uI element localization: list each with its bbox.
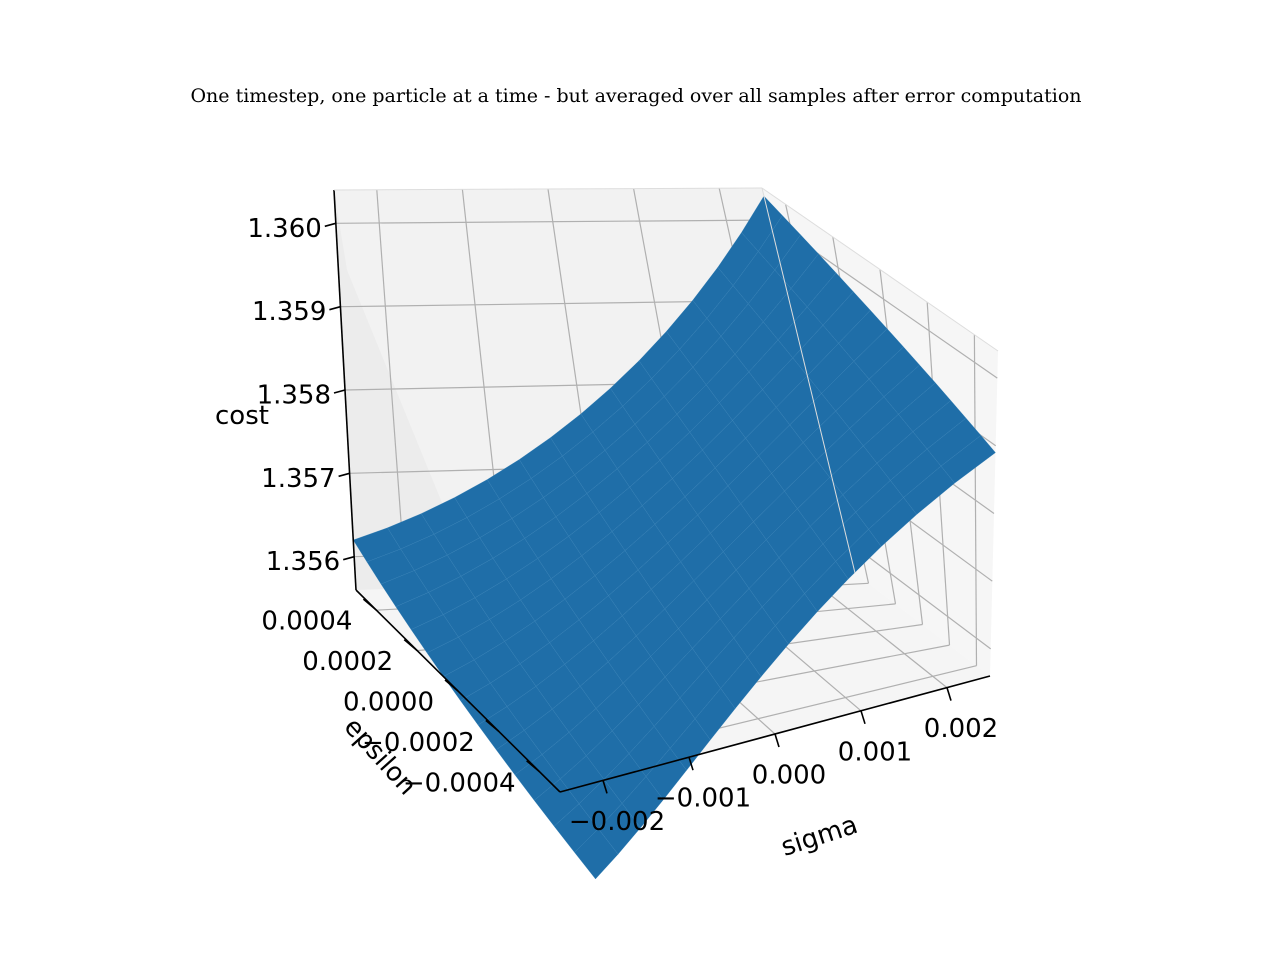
x-tick-2 bbox=[774, 733, 780, 748]
y-tick-0 bbox=[526, 760, 541, 773]
z-tick-label-0: 1.356 bbox=[266, 547, 340, 577]
y-tick-4 bbox=[362, 598, 377, 611]
surface-facet bbox=[940, 435, 996, 484]
y-tick-label-3: 0.0002 bbox=[302, 647, 393, 677]
chart-title: One timestep, one particle at a time - b… bbox=[190, 85, 1081, 107]
y-tick-label-1: −0.0002 bbox=[362, 728, 475, 758]
z-grid-right-0 bbox=[846, 540, 992, 650]
y-tick-3 bbox=[403, 638, 418, 652]
z-grid-back-4 bbox=[335, 219, 770, 224]
z-tick-2 bbox=[333, 389, 346, 394]
x-tick-1 bbox=[688, 756, 694, 771]
z-tick-label-3: 1.359 bbox=[252, 297, 326, 327]
z-tick-label-1: 1.357 bbox=[261, 464, 335, 494]
z-tick-label-2: 1.358 bbox=[257, 381, 331, 411]
x-tick-4 bbox=[946, 687, 952, 701]
z-tick-1 bbox=[338, 472, 350, 478]
right-top-edge bbox=[761, 187, 999, 352]
back-top-edge bbox=[333, 187, 763, 191]
x-tick-label-2: 0.000 bbox=[752, 761, 826, 791]
z-tick-4 bbox=[324, 222, 337, 228]
x-axis-label: sigma bbox=[778, 810, 862, 863]
back-right-edge bbox=[761, 187, 856, 574]
x-tick-label-3: 0.001 bbox=[838, 737, 912, 767]
z-tick-0 bbox=[342, 555, 355, 561]
z-tick-label-4: 1.360 bbox=[247, 214, 321, 244]
y-tick-label-4: 0.0004 bbox=[261, 607, 352, 637]
x-tick-label-1: −0.001 bbox=[655, 784, 751, 814]
y-tick-1 bbox=[485, 719, 500, 733]
y-tick-label-2: 0.0000 bbox=[343, 688, 434, 718]
x-tick-0 bbox=[602, 780, 608, 794]
x-tick-label-4: 0.002 bbox=[924, 714, 998, 744]
x-tick-label-0: −0.002 bbox=[569, 807, 665, 837]
y-tick-2 bbox=[444, 679, 459, 692]
z-tick-3 bbox=[329, 305, 341, 311]
x-tick-3 bbox=[860, 710, 866, 725]
y-tick-label-0: −0.0004 bbox=[403, 768, 516, 798]
z-axis-label: cost bbox=[215, 401, 269, 431]
